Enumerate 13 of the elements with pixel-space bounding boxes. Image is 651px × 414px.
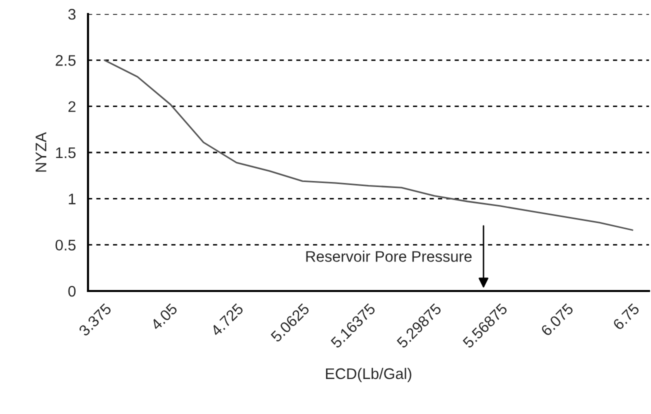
y-tick-label: 0.5 bbox=[56, 240, 76, 251]
y-tick-label: 2 bbox=[68, 101, 76, 112]
y-tick-label: 0 bbox=[68, 286, 76, 297]
y-tick-label: 1.5 bbox=[56, 148, 76, 158]
annotation: Reservoir Pore Pressure bbox=[306, 250, 472, 262]
x-tick-label: 6.75 bbox=[612, 302, 640, 331]
y-tick-label: 3 bbox=[68, 8, 76, 20]
y-axis-title: NYZA bbox=[36, 132, 46, 172]
y-tick-label: 1 bbox=[68, 194, 76, 204]
y-tick-label: 2.5 bbox=[56, 55, 76, 66]
x-tick-label: 4.05 bbox=[150, 302, 178, 331]
line-series bbox=[104, 59, 634, 231]
x-axis-title: ECD(Lb/Gal) bbox=[326, 368, 412, 382]
